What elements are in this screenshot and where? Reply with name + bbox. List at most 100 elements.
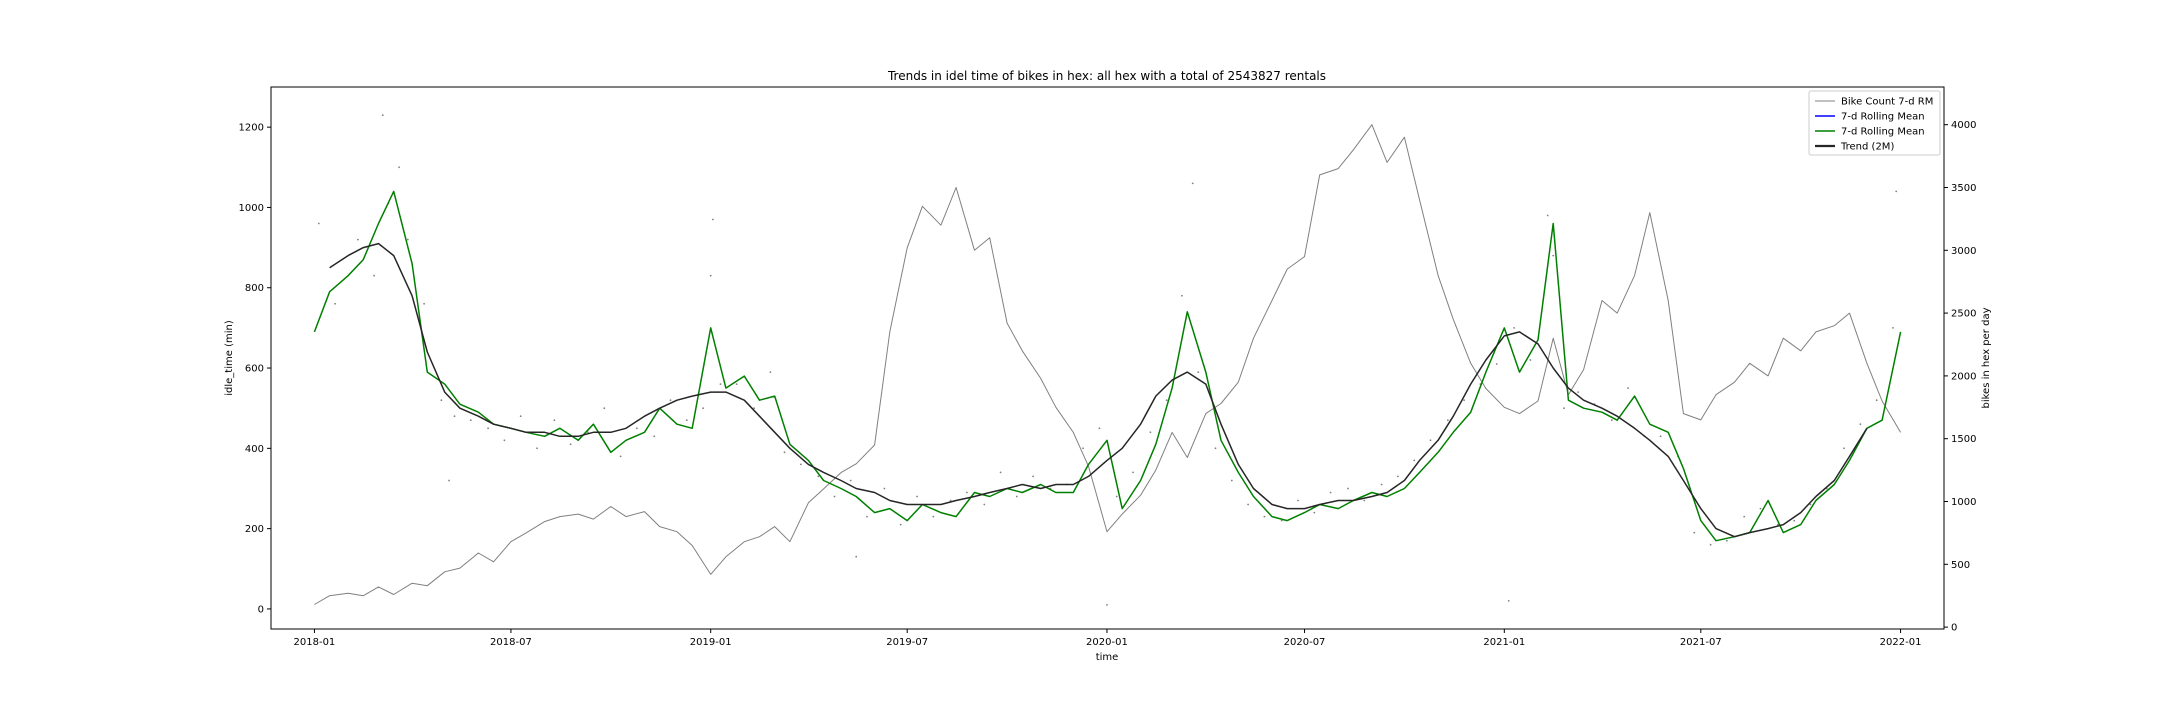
scatter-point	[1098, 427, 1101, 430]
scatter-point	[1106, 604, 1108, 606]
y-tick-label-right: 3000	[1951, 246, 1976, 257]
scatter-point	[1693, 531, 1696, 534]
x-tick-label: 2019-01	[690, 637, 732, 648]
chart-title: Trends in idel time of bikes in hex: all…	[887, 69, 1326, 83]
scatter-point	[569, 443, 572, 446]
y-tick-label-left: 1000	[239, 203, 264, 214]
scatter-point	[1777, 523, 1779, 526]
scatter-point	[769, 371, 772, 373]
scatter-point	[1743, 515, 1746, 518]
scatter-point	[1082, 447, 1084, 450]
scatter-point	[423, 302, 425, 305]
plot-frame	[270, 86, 1945, 630]
legend-entry: Bike Count 7-d RM	[1841, 97, 1933, 108]
y-tick-label-right: 0	[1951, 623, 1957, 634]
scatter-point	[966, 491, 968, 494]
scatter-point	[753, 407, 755, 410]
scatter-point	[1759, 507, 1762, 510]
scatter-point	[1413, 459, 1416, 462]
scatter-point	[1809, 503, 1812, 506]
x-tick-label: 2020-01	[1086, 637, 1128, 648]
x-tick-label: 2019-07	[886, 637, 928, 648]
scatter-point	[916, 495, 918, 498]
y-tick-label-right: 2500	[1951, 309, 1976, 320]
legend: Bike Count 7-d RM 7-d Rolling Mean 7-d Rol…	[1808, 90, 1941, 156]
scatter-point	[719, 383, 722, 385]
scatter-point	[833, 495, 836, 498]
scatter-point	[1513, 327, 1515, 329]
legend-box	[1808, 90, 1941, 156]
y-tick-label-left: 0	[258, 604, 264, 615]
y-tick-label-left: 200	[245, 524, 264, 535]
scatter-point	[440, 399, 443, 402]
scatter-point	[553, 419, 556, 422]
scatter-point	[1329, 491, 1332, 494]
scatter-point	[712, 218, 714, 221]
x-tick-label: 2020-07	[1284, 637, 1326, 648]
scatter-point	[1577, 391, 1579, 393]
scatter-point	[636, 427, 638, 430]
scatter-point	[1032, 475, 1034, 478]
y-tick-label-left: 600	[245, 364, 264, 375]
scatter-point	[587, 431, 589, 434]
rolling-mean-blue-line	[313, 190, 1902, 542]
scatter-point	[406, 238, 409, 241]
scatter-point	[949, 499, 952, 502]
scatter-point	[1115, 495, 1118, 498]
scatter-point	[373, 274, 375, 277]
scatter-point	[1447, 419, 1449, 422]
scatter-point	[1247, 503, 1249, 506]
scatter-point	[1875, 399, 1878, 402]
y-tick-label-left: 1200	[239, 123, 264, 134]
scatter-point	[1843, 447, 1845, 450]
scatter-point	[1463, 399, 1465, 402]
scatter-point	[883, 487, 886, 490]
scatter-point	[685, 419, 688, 422]
scatter-point	[469, 419, 472, 422]
y-tick-label-right: 1500	[1951, 434, 1976, 445]
rolling-mean-green-line	[329, 242, 1868, 538]
scatter-point	[1429, 439, 1432, 442]
scatter-point	[932, 515, 935, 518]
scatter-point	[849, 479, 852, 482]
scatter-point	[603, 407, 606, 410]
scatter-point	[1659, 435, 1662, 438]
scatter-point	[1546, 214, 1549, 217]
scatter-point	[1149, 431, 1152, 434]
scatter-point	[1529, 359, 1532, 361]
scatter-point	[1726, 539, 1728, 542]
scatter-point	[702, 407, 704, 410]
scatter-point	[999, 471, 1002, 474]
scatter-point	[1793, 519, 1796, 522]
x-axis-label: time	[1096, 652, 1119, 663]
y-tick-label-right: 3500	[1951, 183, 1976, 194]
scatter-point	[709, 274, 712, 277]
scatter-point	[519, 415, 522, 418]
legend-entry: 7-d Rolling Mean	[1841, 127, 1925, 138]
scatter-point	[1859, 423, 1862, 426]
plot-layer	[313, 114, 1902, 606]
scatter-point	[448, 479, 450, 482]
scatter-point	[1214, 447, 1217, 450]
scatter-point	[1552, 254, 1555, 257]
x-tick-label: 2018-01	[294, 637, 336, 648]
scatter-point	[619, 455, 622, 458]
y-tick-label-left: 800	[245, 283, 264, 294]
scatter-point	[817, 475, 820, 478]
scatter-point	[1495, 363, 1498, 365]
scatter-point	[1165, 399, 1168, 402]
scatter-point	[1230, 479, 1233, 482]
scatter-point	[1563, 407, 1565, 410]
scatter-point	[503, 439, 506, 442]
scatter-point	[1015, 495, 1018, 498]
scatter-point	[398, 166, 400, 169]
x-tick-label: 2022-01	[1880, 637, 1922, 648]
y-tick-label-right: 4000	[1951, 120, 1976, 131]
y-tick-label-right: 2000	[1951, 371, 1976, 382]
scatter-point	[1397, 475, 1399, 478]
scatter-point	[983, 503, 986, 506]
scatter-point	[334, 302, 336, 305]
scatter-point	[1610, 419, 1613, 422]
scatter-point	[487, 427, 489, 430]
